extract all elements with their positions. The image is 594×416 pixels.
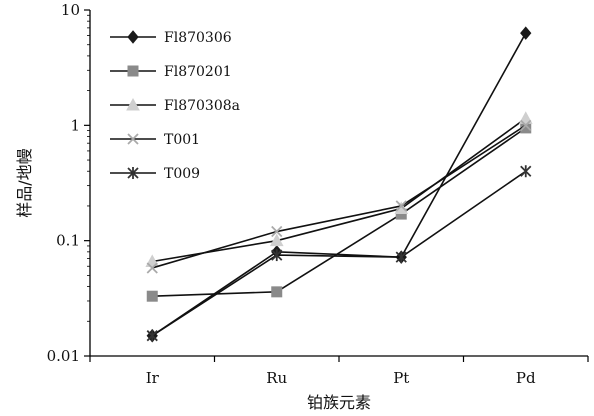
y-axis-label: 样品/地幔 bbox=[15, 148, 34, 217]
series-Fl870201 bbox=[146, 122, 532, 302]
x-tick-label: Ir bbox=[146, 369, 160, 387]
data-point bbox=[520, 119, 532, 131]
series-Fl870308a bbox=[145, 111, 533, 267]
legend-label: T001 bbox=[164, 132, 200, 148]
legend-item: T001 bbox=[110, 132, 200, 148]
series-T009 bbox=[146, 165, 532, 342]
data-point bbox=[518, 111, 533, 124]
x-tick-label: Pt bbox=[393, 369, 409, 387]
series-line bbox=[152, 127, 527, 297]
legend-label: Fl870306 bbox=[164, 30, 232, 46]
legend-item: T009 bbox=[110, 166, 200, 182]
series-line bbox=[152, 124, 527, 269]
plot-area bbox=[145, 26, 533, 343]
data-point bbox=[269, 233, 284, 247]
data-point bbox=[520, 165, 532, 178]
legend-item: Fl870306 bbox=[110, 30, 232, 46]
x-tick-label: Ru bbox=[266, 369, 287, 387]
data-point bbox=[271, 286, 283, 298]
data-point bbox=[271, 249, 283, 262]
series-line bbox=[152, 117, 527, 263]
data-point bbox=[271, 225, 283, 238]
series-T001 bbox=[146, 119, 532, 274]
legend-marker bbox=[127, 30, 139, 44]
legend-label: Fl870308a bbox=[164, 98, 240, 114]
legend-item: Fl870201 bbox=[110, 64, 232, 80]
data-point bbox=[395, 251, 407, 264]
x-tick-label: Pd bbox=[516, 369, 536, 387]
data-point bbox=[146, 329, 158, 342]
legend-label: T009 bbox=[164, 166, 200, 182]
y-tick-label: 1 bbox=[70, 116, 80, 134]
data-point bbox=[395, 200, 407, 212]
legend-label: Fl870201 bbox=[164, 64, 232, 80]
y-axis-ticks: 0.01 0.1 1 10 bbox=[47, 1, 90, 365]
data-point bbox=[146, 262, 158, 274]
y-tick-label: 0.1 bbox=[56, 232, 80, 250]
data-point bbox=[520, 26, 532, 40]
legend-marker bbox=[127, 167, 139, 179]
x-axis-label: 铂族元素 bbox=[307, 393, 371, 412]
data-point bbox=[146, 290, 158, 302]
y-tick-label: 0.01 bbox=[47, 347, 80, 365]
legend-marker bbox=[127, 133, 139, 145]
y-tick-label: 10 bbox=[61, 1, 80, 19]
legend-item: Fl870308a bbox=[110, 97, 240, 114]
legend-marker bbox=[127, 65, 139, 77]
series-line bbox=[151, 170, 527, 337]
x-axis-ticks: Ir Ru Pt Pd bbox=[89, 356, 589, 387]
legend-marker bbox=[126, 97, 140, 111]
axes bbox=[89, 10, 588, 357]
legend: Fl870306 Fl870201 Fl870308a T001 T009 bbox=[110, 30, 240, 182]
